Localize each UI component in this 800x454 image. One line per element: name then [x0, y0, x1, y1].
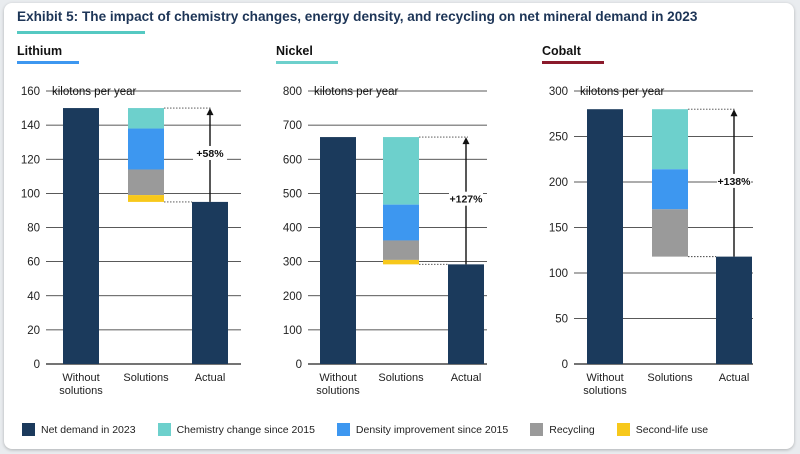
bar-actual [448, 264, 484, 364]
increase-annotation: +58% [196, 148, 224, 160]
y-tick-label: 0 [34, 359, 40, 371]
legend-swatch [22, 423, 35, 436]
legend-swatch [157, 423, 171, 436]
y-tick-label: 50 [555, 314, 568, 326]
unit-label: kilotons per year [314, 86, 399, 98]
bar-segment-second-life-use [383, 259, 419, 265]
annotation-bg [449, 191, 483, 206]
legend-swatch [616, 423, 630, 436]
legend-item: Net demand in 2023 [22, 423, 136, 436]
y-tick-label: 0 [296, 359, 302, 371]
y-tick-label: 300 [549, 86, 568, 98]
unit-label: kilotons per year [580, 86, 665, 98]
category-label: Without [62, 372, 99, 384]
panel-nickel: 0 100 200 300 400 500 600 700 800 kilotons per ye… [283, 86, 487, 397]
bar-segment-density-improvement-since-2015 [652, 169, 688, 210]
y-tick-label: 60 [27, 257, 40, 269]
legend-label: Chemistry change since 2015 [176, 423, 315, 436]
bar-without-solutions [320, 137, 356, 364]
y-tick-label: 200 [283, 291, 302, 303]
legend-item: Density improvement since 2015 [336, 423, 509, 436]
y-tick-label: 700 [283, 120, 302, 132]
y-tick-label: 400 [283, 223, 302, 235]
bar-segment-recycling [383, 240, 419, 260]
y-tick-label: 80 [27, 223, 40, 235]
y-tick-label: 150 [549, 223, 568, 235]
legend-item: Chemistry change since 2015 [157, 423, 315, 436]
bar-segment-density-improvement-since-2015 [128, 128, 164, 170]
panel-title-lithium: Lithium [17, 44, 63, 58]
legend: Net demand in 2023 Chemistry change sinc… [22, 423, 708, 436]
category-label: Solutions [378, 372, 424, 384]
y-tick-label: 160 [21, 86, 40, 98]
bar-segment-second-life-use [128, 195, 164, 202]
bar-actual [192, 201, 228, 364]
category-label: solutions [583, 385, 627, 397]
bar-segment-density-improvement-since-2015 [383, 204, 419, 241]
panel-rule-nickel [276, 61, 338, 64]
panel-rule-cobalt [542, 61, 604, 64]
panel-lithium: 0 20 40 60 80 100 120 140 160 kilotons per year +5… [21, 86, 241, 397]
annotation-bg [717, 173, 751, 188]
y-tick-label: 20 [27, 325, 40, 337]
y-tick-label: 0 [562, 359, 568, 371]
panel-title-nickel: Nickel [276, 44, 313, 58]
y-tick-label: 600 [283, 154, 302, 166]
y-tick-label: 140 [21, 120, 40, 132]
panel-rule-lithium [17, 61, 79, 64]
category-label: Without [319, 372, 356, 384]
legend-label: Recycling [549, 423, 595, 436]
y-tick-label: 250 [549, 132, 568, 144]
category-label: Solutions [647, 372, 693, 384]
y-tick-label: 100 [549, 268, 568, 280]
y-tick-label: 100 [283, 325, 302, 337]
panel-cobalt: 0 50 100 150 200 250 300 kilotons per year +138%… [549, 86, 753, 397]
panel-title-cobalt: Cobalt [542, 44, 581, 58]
category-label: solutions [59, 385, 103, 397]
legend-swatch [336, 423, 350, 436]
arrow-head [730, 109, 738, 117]
exhibit-title: Exhibit 5: The impact of chemistry chang… [17, 9, 698, 24]
category-label: Actual [451, 372, 482, 384]
legend-item: Recycling [530, 423, 595, 436]
legend-item: Second-life use [616, 423, 709, 436]
arrow-head [206, 108, 214, 116]
title-underline [17, 31, 145, 34]
unit-label: kilotons per year [52, 86, 137, 98]
category-label: Actual [195, 372, 226, 384]
y-tick-label: 500 [283, 188, 302, 200]
y-tick-label: 120 [21, 154, 40, 166]
bar-segment-chemistry-change-since-2015 [652, 109, 688, 170]
bar-segment-recycling [652, 209, 688, 257]
bar-actual [716, 256, 752, 364]
y-tick-label: 300 [283, 257, 302, 269]
legend-label: Second-life use [635, 423, 709, 436]
bar-without-solutions [587, 109, 623, 364]
y-tick-label: 100 [21, 188, 40, 200]
y-tick-label: 40 [27, 291, 40, 303]
y-tick-label: 200 [549, 177, 568, 189]
category-label: solutions [316, 385, 360, 397]
legend-label: Net demand in 2023 [41, 423, 136, 436]
category-label: Solutions [123, 372, 169, 384]
legend-label: Density improvement since 2015 [355, 423, 509, 436]
annotation-bg [193, 145, 227, 160]
category-label: Without [586, 372, 623, 384]
bar-segment-chemistry-change-since-2015 [128, 108, 164, 129]
bar-without-solutions [63, 108, 99, 364]
increase-annotation: +127% [450, 194, 484, 206]
bar-segment-recycling [128, 169, 164, 196]
arrow-head [462, 137, 470, 145]
y-tick-label: 800 [283, 86, 302, 98]
category-label: Actual [719, 372, 750, 384]
legend-swatch [530, 423, 544, 436]
increase-annotation: +138% [718, 176, 752, 188]
bar-segment-chemistry-change-since-2015 [383, 137, 419, 205]
